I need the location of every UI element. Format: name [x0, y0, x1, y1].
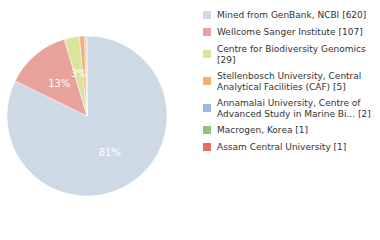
- svg-text:Advanced Study in Marine Bi...: Advanced Study in Marine Bi... [2]: [217, 109, 371, 119]
- svg-text:3%: 3%: [71, 68, 87, 79]
- svg-text:Analytical Facilities (CAF) [5: Analytical Facilities (CAF) [5]: [217, 82, 346, 92]
- svg-text:Stellenbosch University, Centr: Stellenbosch University, Central: [217, 71, 364, 81]
- svg-text:13%: 13%: [48, 78, 70, 89]
- svg-text:Wellcome Sanger Institute [107: Wellcome Sanger Institute [107]: [217, 27, 363, 37]
- svg-text:[29]: [29]: [217, 55, 235, 65]
- svg-text:81%: 81%: [99, 147, 121, 158]
- svg-text:Annamalai University, Centre o: Annamalai University, Centre of: [217, 98, 363, 108]
- svg-text:Assam Central University [1]: Assam Central University [1]: [217, 142, 346, 152]
- svg-text:Centre for Biodiversity Genomi: Centre for Biodiversity Genomics: [217, 44, 369, 54]
- svg-text:Mined from GenBank, NCBI [620]: Mined from GenBank, NCBI [620]: [217, 10, 366, 20]
- svg-text:Macrogen, Korea [1]: Macrogen, Korea [1]: [217, 125, 308, 135]
